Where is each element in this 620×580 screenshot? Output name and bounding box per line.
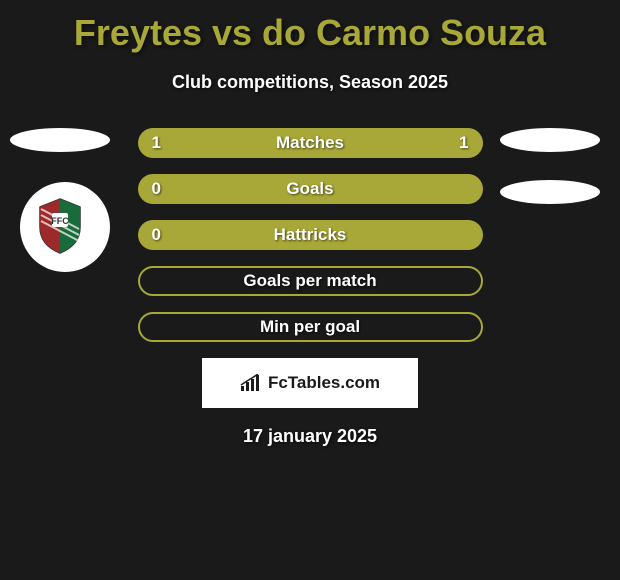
stat-row-matches: 1 Matches 1 <box>138 128 483 158</box>
date-text: 17 january 2025 <box>0 426 620 447</box>
subtitle: Club competitions, Season 2025 <box>0 72 620 93</box>
comparison-content: FFC 1 Matches 1 0 Goals 0 Hattricks Goal… <box>0 128 620 447</box>
stat-left-value: 1 <box>152 133 161 153</box>
chart-icon <box>240 374 262 392</box>
stat-row-goals: 0 Goals <box>138 174 483 204</box>
brand-box[interactable]: FcTables.com <box>202 358 418 408</box>
brand-text: FcTables.com <box>268 373 380 393</box>
crest-icon: FFC <box>35 197 95 257</box>
stat-label: Goals <box>286 179 333 199</box>
club-crest: FFC <box>20 182 110 272</box>
stat-label: Matches <box>276 133 344 153</box>
page-title: Freytes vs do Carmo Souza <box>0 0 620 54</box>
stat-label: Goals per match <box>243 271 376 291</box>
stat-left-value: 0 <box>152 225 161 245</box>
stat-row-goals-per-match: Goals per match <box>138 266 483 296</box>
player-left-marker-1 <box>10 128 110 152</box>
player-right-marker-1 <box>500 128 600 152</box>
stats-container: 1 Matches 1 0 Goals 0 Hattricks Goals pe… <box>138 128 483 342</box>
stat-row-hattricks: 0 Hattricks <box>138 220 483 250</box>
player-right-marker-2 <box>500 180 600 204</box>
stat-label: Hattricks <box>274 225 347 245</box>
svg-text:FFC: FFC <box>51 216 69 226</box>
stat-label: Min per goal <box>260 317 360 337</box>
stat-left-value: 0 <box>152 179 161 199</box>
stat-row-min-per-goal: Min per goal <box>138 312 483 342</box>
stat-right-value: 1 <box>459 133 468 153</box>
